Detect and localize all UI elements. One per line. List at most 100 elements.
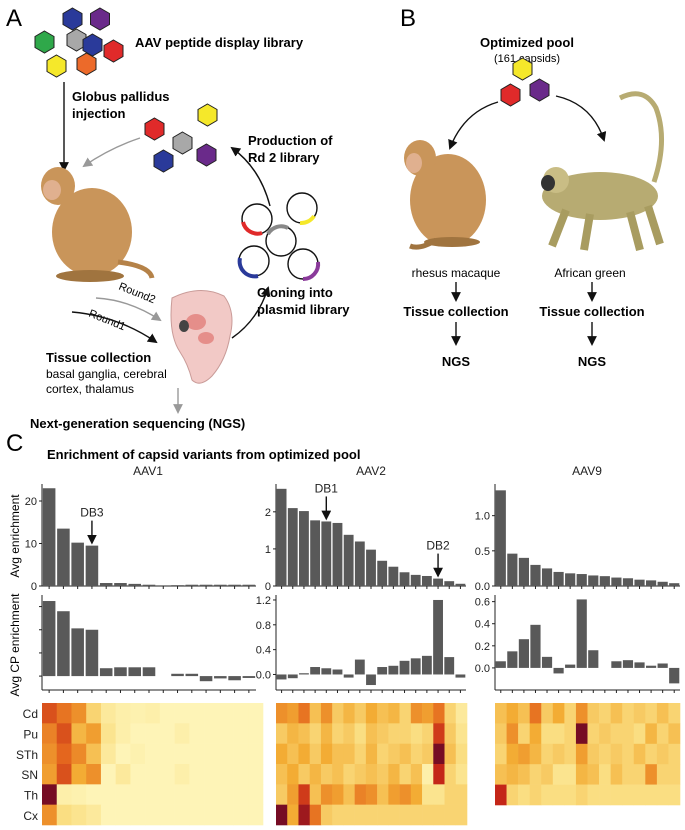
heatmap-cell [309, 804, 322, 826]
heatmap-cell [218, 743, 234, 765]
y-tick-label: 0.0 [475, 663, 490, 675]
heatmap-cell [332, 743, 344, 765]
bar [634, 662, 645, 668]
heatmap-cell [495, 764, 507, 785]
bar [388, 665, 399, 675]
heatmap-cell [343, 804, 355, 826]
heatmap-cell [410, 703, 423, 724]
heatmap-cell [518, 764, 530, 785]
heatmap-cell [145, 743, 161, 765]
heatmap-cell [159, 723, 175, 744]
heatmap-cell [433, 804, 445, 826]
heatmap-cell [332, 804, 344, 826]
y-tick-label: 0.0 [256, 669, 271, 681]
heatmap-cell [320, 743, 333, 765]
heatmap-cell [377, 804, 389, 826]
heatmap-cell [86, 784, 102, 805]
heatmap-cell [56, 804, 72, 826]
heatmap-cell [130, 723, 146, 744]
heatmap-cell [145, 804, 161, 826]
bar [657, 581, 668, 586]
heatmap-cell [645, 784, 658, 806]
bar [433, 599, 443, 675]
heatmap-cell [656, 784, 669, 806]
heatmap-cell [233, 764, 249, 785]
heatmap-cell [506, 703, 519, 724]
heatmap-cell [276, 703, 288, 724]
bar [228, 676, 241, 681]
heatmap-cell [564, 764, 577, 785]
bar [276, 488, 287, 586]
heatmap-cell [130, 703, 146, 724]
heatmap-cell [218, 764, 234, 785]
heatmap-cell [506, 743, 519, 765]
heatmap-cell [645, 723, 658, 745]
heatmap-cell [354, 804, 367, 826]
bar [399, 572, 410, 586]
heatmap-cell [541, 703, 554, 724]
bar [42, 601, 56, 677]
heatmap-cell [622, 784, 635, 806]
heatmap-cell [343, 784, 355, 805]
heatmap-cell [444, 764, 457, 785]
heatmap-cell [506, 723, 519, 745]
heatmap-cell [455, 723, 468, 744]
heatmap-cell [343, 764, 355, 785]
heatmap-cell [276, 764, 288, 785]
heatmap-cell [575, 784, 588, 806]
bar [343, 674, 354, 678]
heatmap-cell [130, 764, 146, 785]
heatmap-cell [388, 703, 400, 724]
heatmap-row-label: Cd [23, 707, 38, 721]
heatmap-cell [633, 723, 646, 745]
cloning-label-2: plasmid library [257, 302, 350, 317]
bar [332, 522, 343, 586]
heatmap-cell [115, 743, 131, 765]
heatmap-cell [422, 743, 434, 765]
row-label-avg-enrichment: Avg enrichment [8, 494, 22, 578]
heatmap-cell [71, 764, 87, 785]
heatmap-cell [115, 723, 131, 744]
heatmap-cell [343, 723, 355, 744]
heatmap-cell [575, 723, 588, 745]
heatmap-cell [668, 784, 681, 806]
heatmap-cell [320, 784, 333, 805]
heatmap-cell [529, 703, 542, 724]
heatmap-cell [287, 804, 299, 826]
heatmap-cell [529, 784, 542, 806]
heatmap-cell [71, 804, 87, 826]
virion-icon [500, 83, 521, 107]
heatmap-cell [365, 804, 378, 826]
heatmap-cell [218, 703, 234, 724]
y-tick-label: 0.8 [256, 620, 271, 632]
heatmap-cell [248, 723, 264, 744]
bar [85, 629, 99, 677]
bar [71, 542, 84, 586]
heatmap-cell [145, 784, 161, 805]
heatmap-cell [343, 703, 355, 724]
chart-title: AAV1 [133, 464, 163, 478]
bar [366, 549, 376, 586]
heatmap-cell [100, 703, 116, 724]
heatmap-cell [354, 764, 367, 785]
heatmap-cell [145, 764, 161, 785]
heatmap-cell [248, 703, 264, 724]
y-tick-label: 20 [25, 496, 37, 508]
heatmap-cell [564, 743, 577, 765]
bar [185, 584, 199, 586]
heatmap-cell [159, 784, 175, 805]
brain-section-illustration [170, 290, 233, 384]
heatmap-cell [422, 784, 434, 805]
heatmap-cell [552, 743, 565, 765]
heatmap-cell [587, 784, 600, 806]
panel-b-letter: B [400, 5, 416, 32]
heatmap-cell [622, 743, 635, 765]
heatmap-cell [100, 764, 116, 785]
bar [588, 575, 599, 586]
y-tick-label: 0.0 [475, 581, 490, 593]
heatmap-cell [320, 804, 333, 826]
heatmap-cell [56, 784, 72, 805]
heatmap-cell [399, 723, 412, 744]
y-tick-label: 0.6 [475, 597, 490, 609]
heatmap-cell [56, 743, 72, 765]
